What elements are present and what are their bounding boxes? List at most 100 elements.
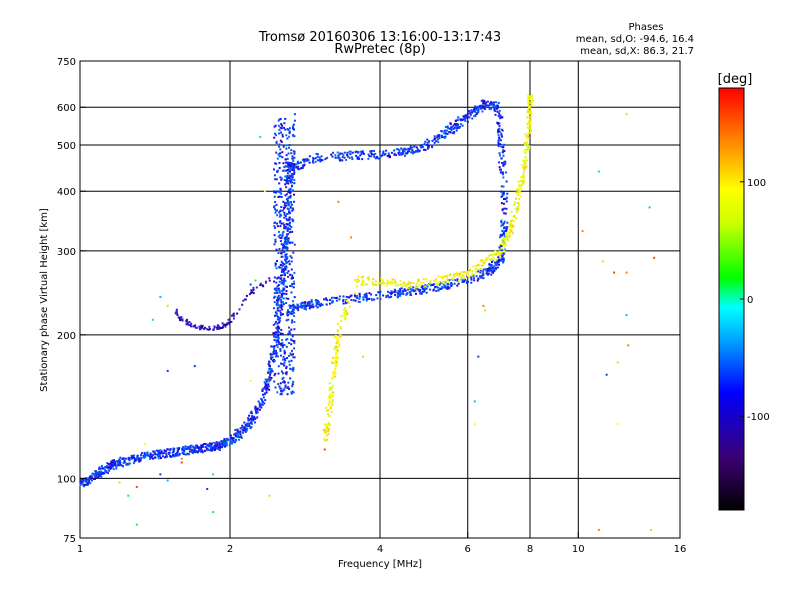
y-tick-label: 600	[57, 103, 76, 114]
x-mode-point	[335, 352, 338, 355]
o-mode-point	[290, 392, 293, 395]
o-mode-point	[184, 453, 187, 456]
o-mode-point	[293, 296, 296, 299]
o-mode-point	[175, 308, 178, 311]
o-mode-point	[289, 177, 292, 180]
chart-title: Tromsø 20160306 13:16:00-13:17:43	[258, 30, 501, 45]
o-mode-point	[285, 297, 288, 300]
o-mode-point	[269, 373, 272, 376]
o-mode-point	[434, 285, 437, 288]
o-mode-point	[288, 304, 291, 307]
x-mode-point	[494, 249, 497, 252]
o-mode-point	[335, 297, 338, 299]
o-mode-point	[207, 449, 209, 452]
o-mode-point	[278, 155, 281, 158]
o-mode-point	[276, 222, 278, 225]
o-mode-point	[223, 440, 226, 442]
o-mode-point	[148, 453, 151, 456]
o-mode-point	[290, 291, 293, 294]
o-mode-point	[504, 163, 507, 166]
x-mode-point	[405, 285, 407, 288]
o-mode-point	[335, 299, 338, 302]
o-mode-point	[278, 145, 281, 148]
x-mode-point	[510, 230, 513, 232]
o-mode-point	[309, 306, 312, 308]
o-mode-point	[286, 199, 289, 202]
o-mode-point	[432, 283, 435, 286]
o-mode-point	[281, 151, 284, 154]
o-mode-point	[396, 291, 399, 294]
x-mode-point	[514, 197, 517, 200]
o-mode-point	[408, 150, 410, 153]
x-mode-point	[479, 268, 482, 271]
o-mode-point	[269, 367, 272, 370]
o-mode-point	[282, 244, 284, 247]
o-mode-point	[287, 189, 290, 192]
x-mode-point	[335, 336, 338, 339]
o-mode-point	[217, 325, 220, 328]
o-mode-point	[277, 287, 280, 290]
o-mode-point	[501, 208, 504, 211]
o-mode-point	[275, 352, 278, 355]
o-mode-point	[240, 436, 243, 439]
o-mode-point	[283, 251, 286, 254]
o-mode-point	[287, 226, 290, 229]
o-mode-point	[501, 234, 504, 237]
x-mode-point	[508, 233, 511, 236]
o-mode-point	[361, 150, 364, 153]
o-mode-point	[172, 447, 175, 450]
o-mode-point	[497, 139, 500, 142]
o-mode-point	[282, 313, 284, 316]
o-mode-point	[486, 270, 489, 273]
o-mode-point	[130, 454, 133, 457]
o-mode-point	[280, 131, 282, 134]
o-mode-point	[379, 155, 382, 158]
o-mode-point	[284, 183, 287, 186]
o-mode-point	[289, 179, 292, 182]
o-mode-point	[285, 243, 288, 246]
x-mode-point	[336, 346, 339, 349]
o-mode-point	[288, 326, 290, 329]
o-mode-point	[401, 152, 404, 155]
o-mode-point	[123, 459, 126, 462]
o-mode-point	[154, 456, 157, 459]
o-mode-point	[499, 249, 502, 252]
o-mode-point	[498, 152, 501, 155]
o-mode-point	[286, 238, 289, 241]
o-mode-point	[321, 159, 324, 162]
o-mode-point	[82, 478, 85, 481]
o-mode-point	[275, 331, 278, 334]
o-mode-point	[238, 308, 241, 311]
o-mode-point	[278, 291, 281, 294]
x-mode-point	[344, 310, 347, 313]
o-mode-point	[278, 280, 281, 283]
o-mode-point	[288, 228, 291, 230]
o-mode-point	[423, 288, 426, 291]
o-mode-point	[407, 288, 410, 291]
o-mode-point	[273, 206, 275, 209]
o-mode-point	[274, 240, 277, 243]
o-mode-point	[267, 378, 270, 380]
x-mode-point	[530, 115, 533, 118]
o-mode-point	[498, 109, 501, 112]
x-mode-point	[525, 136, 528, 139]
o-mode-point	[268, 279, 271, 282]
o-mode-point	[502, 149, 505, 152]
o-mode-point	[498, 127, 501, 130]
o-mode-point	[281, 346, 284, 349]
x-mode-point	[522, 174, 525, 177]
o-mode-point	[293, 243, 296, 246]
o-mode-point	[181, 452, 184, 454]
o-mode-point	[331, 155, 334, 158]
o-mode-point	[250, 420, 253, 423]
o-mode-point	[275, 292, 278, 294]
o-mode-point	[449, 283, 452, 286]
o-mode-point	[358, 293, 361, 296]
o-mode-point	[502, 154, 505, 157]
o-mode-point	[448, 279, 451, 282]
o-mode-point	[280, 279, 283, 282]
o-mode-point	[283, 263, 286, 266]
o-mode-point	[163, 450, 166, 453]
x-mode-point	[480, 264, 483, 267]
o-mode-point	[284, 241, 287, 244]
